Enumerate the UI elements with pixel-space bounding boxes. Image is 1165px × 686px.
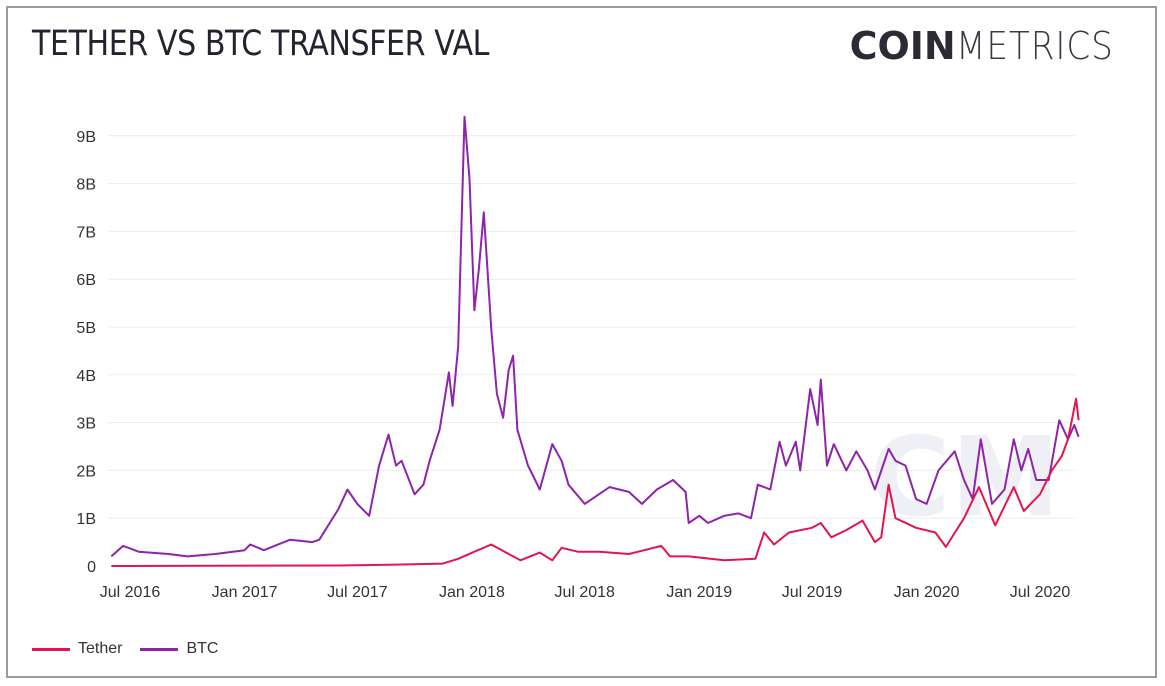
y-tick-label: 7B: [76, 224, 96, 241]
y-tick-label: 6B: [76, 272, 96, 289]
coinmetrics-logo: COINMETRICS: [850, 24, 1131, 68]
chart-frame: [6, 6, 1157, 678]
legend-item-tether[interactable]: Tether: [32, 640, 122, 658]
y-tick-label: 1B: [76, 511, 96, 528]
x-tick-label: Jul 2019: [782, 584, 843, 601]
x-tick-label: Jan 2019: [666, 584, 732, 601]
y-tick-label: 9B: [76, 129, 96, 146]
x-tick-label: Jan 2020: [894, 584, 960, 601]
y-tick-label: 4B: [76, 368, 96, 385]
series-line-tether: [111, 397, 1080, 567]
x-tick-label: Jul 2018: [554, 584, 615, 601]
y-tick-label: 3B: [76, 416, 96, 433]
legend-swatch-tether: [32, 647, 70, 651]
legend-item-btc[interactable]: BTC: [140, 640, 218, 658]
legend-label: BTC: [186, 640, 219, 657]
x-tick-label: Jul 2017: [327, 584, 388, 601]
series-line-btc: [110, 115, 1080, 558]
legend-swatch-btc: [140, 647, 179, 651]
legend-label: Tether: [78, 640, 123, 657]
logo-light-text: METRICS: [955, 24, 1114, 68]
y-tick-label: 0: [87, 559, 96, 576]
x-tick-label: Jan 2018: [439, 584, 505, 601]
y-tick-label: 5B: [76, 320, 96, 337]
x-tick-label: Jul 2020: [1010, 584, 1071, 601]
x-tick-label: Jul 2016: [100, 584, 161, 601]
logo-bold-text: COIN: [849, 24, 956, 68]
watermark-logo: CM: [870, 413, 1060, 541]
y-tick-label: 2B: [76, 463, 96, 480]
legend: Tether BTC: [32, 640, 218, 658]
chart-title: TETHER VS BTC TRANSFER VAL: [32, 24, 490, 64]
x-tick-label: Jan 2017: [212, 584, 278, 601]
y-tick-label: 8B: [76, 177, 96, 194]
